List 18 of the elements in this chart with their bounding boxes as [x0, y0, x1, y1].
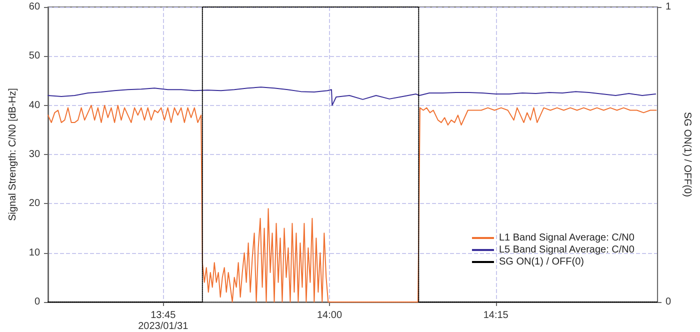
y-tick-label: 50 — [28, 50, 40, 62]
x-tick-label: 14:00 — [316, 310, 342, 321]
legend-label: L5 Band Signal Average: C/N0 — [498, 244, 635, 256]
y-tick-label: 40 — [28, 100, 40, 111]
x-tick-label: 14:15 — [483, 310, 509, 321]
y-tick-label: 60 — [28, 2, 40, 12]
legend-label: SG ON(1) / OFF(0) — [498, 256, 584, 268]
y-tick-label: 30 — [28, 149, 40, 160]
y-tick-label: 20 — [28, 198, 40, 210]
y2-tick-label: 1 — [666, 2, 672, 12]
legend-label: L1 Band Signal Average: C/N0 — [498, 232, 635, 244]
x-tick-label: 13:45 2023/01/31 — [138, 310, 189, 332]
y-tick-label: 0 — [34, 296, 40, 308]
y2-axis-title: SG ON(1) / OFF(0) — [682, 112, 692, 197]
y2-tick-label: 0 — [666, 296, 672, 308]
y-tick-label: 10 — [28, 247, 40, 258]
y-axis-title: Signal Strength: C/N0 [dB-Hz] — [8, 88, 18, 221]
line-series — [48, 86, 656, 106]
